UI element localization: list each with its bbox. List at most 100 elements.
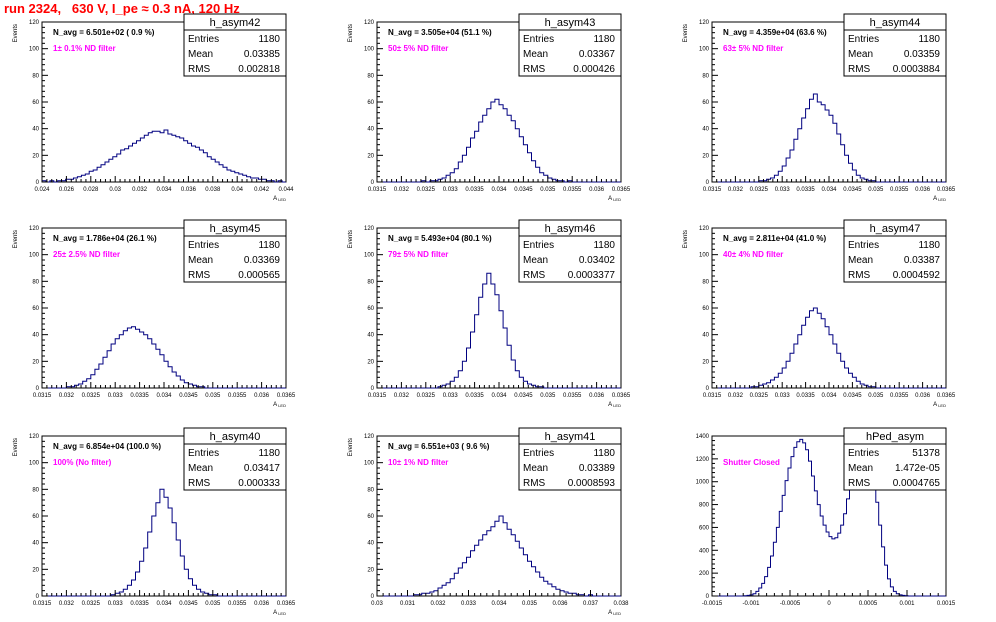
stat-label: RMS <box>188 64 211 75</box>
histogram-name: h_asym44 <box>870 17 921 29</box>
x-tick-label: 0 <box>827 601 831 607</box>
stat-label: RMS <box>848 478 871 489</box>
y-tick-label: 20 <box>367 567 374 573</box>
y-tick-label: 100 <box>29 253 40 259</box>
stat-label: Entries <box>523 240 554 251</box>
stat-value: 0.002818 <box>238 64 280 75</box>
stat-label: Entries <box>523 34 554 45</box>
stat-label: RMS <box>523 64 546 75</box>
x-tick-label: 0.0325 <box>82 601 101 607</box>
y-tick-label: 80 <box>32 73 39 79</box>
y-tick-label: 0 <box>371 180 375 186</box>
y-tick-label: 40 <box>32 541 39 547</box>
histogram-name: h_asym46 <box>545 223 596 235</box>
x-tick-label: 0.033 <box>461 601 477 607</box>
y-tick-label: 400 <box>699 548 710 554</box>
stats-box <box>843 427 947 491</box>
x-tick-label: 0.0325 <box>417 187 436 193</box>
y-tick-label: 60 <box>367 100 374 106</box>
n-avg-label: N_avg = 6.501e+02 ( 0.9 %) <box>53 28 155 37</box>
x-tick-label: 0.044 <box>278 187 294 193</box>
y-tick-label: 20 <box>702 359 709 365</box>
y-tick-label: 40 <box>32 333 39 339</box>
x-tick-label: 0.0325 <box>750 187 769 193</box>
histogram-name: h_asym47 <box>870 223 921 235</box>
y-tick-label: 60 <box>32 100 39 106</box>
histogram-name: h_asym43 <box>545 17 596 29</box>
x-tick-label: 0.0335 <box>465 187 484 193</box>
histogram-line <box>377 98 621 183</box>
x-tick-label: 0.036 <box>254 393 270 399</box>
y-tick-label: 100 <box>29 461 40 467</box>
y-axis-title: Events <box>348 438 354 456</box>
x-tick-label: 0.033 <box>443 393 459 399</box>
x-tick-label: 0.032 <box>394 187 410 193</box>
x-tick-label: 0.0315 <box>703 187 722 193</box>
y-tick-label: 60 <box>32 514 39 520</box>
stat-label: Mean <box>523 463 548 474</box>
y-tick-label: 80 <box>32 279 39 285</box>
stat-label: Mean <box>188 49 213 60</box>
x-tick-label: 0.0315 <box>33 393 52 399</box>
x-tick-label: 0.0315 <box>368 393 387 399</box>
x-axis-title: A LED <box>273 610 286 616</box>
y-tick-label: 60 <box>367 514 374 520</box>
filter-annotation: Shutter Closed <box>723 458 780 467</box>
x-tick-label: 0.0345 <box>179 601 198 607</box>
histogram-panel-h_asym43: 0.0315 0.032 0.0325 0.033 0.0335 0.034 0.0345 0… <box>348 13 631 202</box>
y-tick-label: 0 <box>371 594 375 600</box>
filter-annotation: 79± 5% ND filter <box>388 250 448 259</box>
stat-label: Entries <box>188 448 219 459</box>
x-tick-label: 0.0015 <box>937 601 956 607</box>
filter-annotation: 1± 0.1% ND filter <box>53 44 116 53</box>
x-tick-label: 0.0005 <box>859 601 878 607</box>
x-tick-label: 0.032 <box>59 601 75 607</box>
stat-value: 0.0004765 <box>893 478 941 489</box>
y-tick-label: 40 <box>367 127 374 133</box>
stats-box <box>843 219 947 283</box>
x-tick-label: 0.0315 <box>703 393 722 399</box>
y-axis-title: Events <box>13 438 19 456</box>
y-tick-label: 60 <box>702 100 709 106</box>
y-tick-label: 120 <box>364 226 375 232</box>
x-tick-label: 0.033 <box>775 187 791 193</box>
stats-box <box>518 427 622 491</box>
y-tick-label: 120 <box>29 226 40 232</box>
x-tick-label: 0.0365 <box>937 393 956 399</box>
y-tick-label: 20 <box>32 359 39 365</box>
stat-value: 1180 <box>593 448 615 459</box>
y-tick-label: 80 <box>702 73 709 79</box>
stat-value: 0.03385 <box>244 49 281 60</box>
histogram-name: h_asym40 <box>210 431 261 443</box>
y-tick-label: 800 <box>699 503 710 509</box>
x-tick-label: 0.035 <box>540 187 556 193</box>
y-tick-label: 1200 <box>696 457 710 463</box>
histogram-panel-hPed_asym: -0.0015 -0.001 -0.0005 0 0.0005 0.001 0.0015 0 2… <box>696 427 956 607</box>
stat-label: RMS <box>188 270 211 281</box>
x-tick-label: 0.036 <box>915 393 931 399</box>
x-tick-label: 0.0365 <box>277 393 296 399</box>
y-tick-label: 100 <box>29 47 40 53</box>
x-tick-label: 0.038 <box>205 187 221 193</box>
x-tick-label: -0.0005 <box>780 601 801 607</box>
y-tick-label: 0 <box>36 594 40 600</box>
stat-value: 0.0003884 <box>893 64 941 75</box>
x-tick-label: 0.0345 <box>179 393 198 399</box>
stat-label: Mean <box>523 255 548 266</box>
x-tick-label: 0.0365 <box>277 601 296 607</box>
x-tick-label: 0.036 <box>181 187 197 193</box>
x-tick-label: 0.033 <box>108 601 124 607</box>
x-tick-label: 0.0345 <box>514 393 533 399</box>
y-tick-label: 80 <box>702 279 709 285</box>
histogram-panel-h_asym40: 0.0315 0.032 0.0325 0.033 0.0335 0.034 0.0345 0… <box>13 427 296 616</box>
x-tick-label: 0.037 <box>583 601 599 607</box>
x-axis-title: A LED <box>273 402 286 408</box>
stat-value: 1.472e-05 <box>895 463 940 474</box>
stat-label: RMS <box>523 478 546 489</box>
x-tick-label: 0.035 <box>205 601 221 607</box>
stat-label: Entries <box>188 34 219 45</box>
x-tick-label: 0.034 <box>491 187 507 193</box>
x-tick-label: 0.034 <box>156 187 172 193</box>
filter-annotation: 25± 2.5% ND filter <box>53 250 120 259</box>
x-tick-label: 0.0345 <box>843 187 862 193</box>
